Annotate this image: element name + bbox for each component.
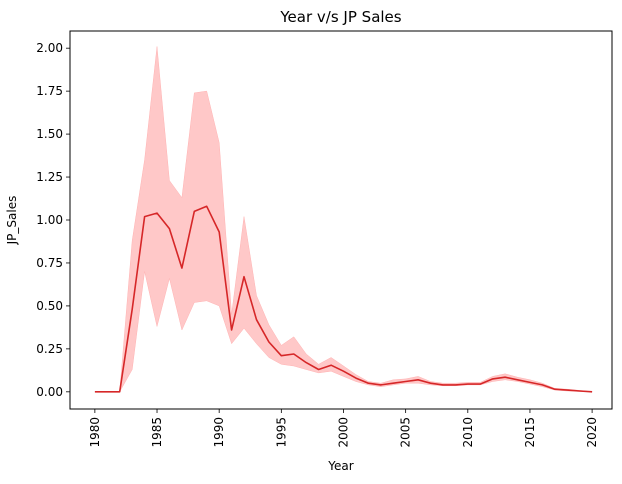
y-tick-label: 0.00 — [36, 385, 63, 399]
x-tick-label: 1980 — [88, 417, 102, 448]
y-axis: 0.00 0.25 0.50 0.75 1.00 1.25 1.50 1.75 2.00 — [36, 41, 70, 399]
y-tick-label: 1.25 — [36, 170, 63, 184]
series-line — [94, 205, 593, 393]
x-tick-label: 1985 — [150, 417, 164, 448]
x-axis: 1980 1985 1990 1995 2000 2005 2010 2015 2020 — [88, 409, 599, 448]
y-axis-label: JP_Sales — [5, 196, 19, 246]
x-tick-label: 2000 — [336, 417, 350, 448]
y-tick-label: 0.50 — [36, 299, 63, 313]
y-tick-label: 2.00 — [36, 41, 63, 55]
x-tick-label: 1995 — [274, 417, 288, 448]
y-tick-label: 1.50 — [36, 127, 63, 141]
x-tick-label: 2010 — [461, 417, 475, 448]
y-tick-label: 0.75 — [36, 256, 63, 270]
x-tick-label: 1990 — [212, 417, 226, 448]
y-tick-label: 1.75 — [36, 84, 63, 98]
y-tick-label: 1.00 — [36, 213, 63, 227]
x-axis-label: Year — [327, 459, 353, 473]
y-tick-label: 0.25 — [36, 342, 63, 356]
x-tick-label: 2020 — [585, 417, 599, 448]
x-tick-label: 2015 — [523, 417, 537, 448]
x-tick-label: 2005 — [399, 417, 413, 448]
chart-title: Year v/s JP Sales — [279, 8, 401, 26]
line-layer — [94, 205, 593, 393]
